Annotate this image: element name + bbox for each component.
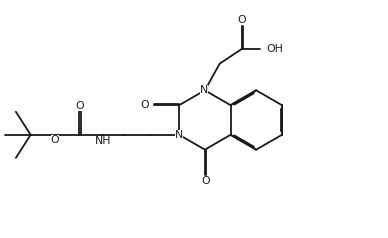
Text: O: O bbox=[201, 176, 210, 186]
Text: N: N bbox=[175, 130, 183, 140]
Text: OH: OH bbox=[266, 44, 283, 54]
Text: O: O bbox=[140, 100, 149, 110]
Text: O: O bbox=[237, 15, 246, 25]
Text: N: N bbox=[200, 85, 208, 95]
Text: O: O bbox=[75, 101, 83, 111]
Text: O: O bbox=[51, 135, 59, 145]
Text: NH: NH bbox=[95, 136, 111, 146]
